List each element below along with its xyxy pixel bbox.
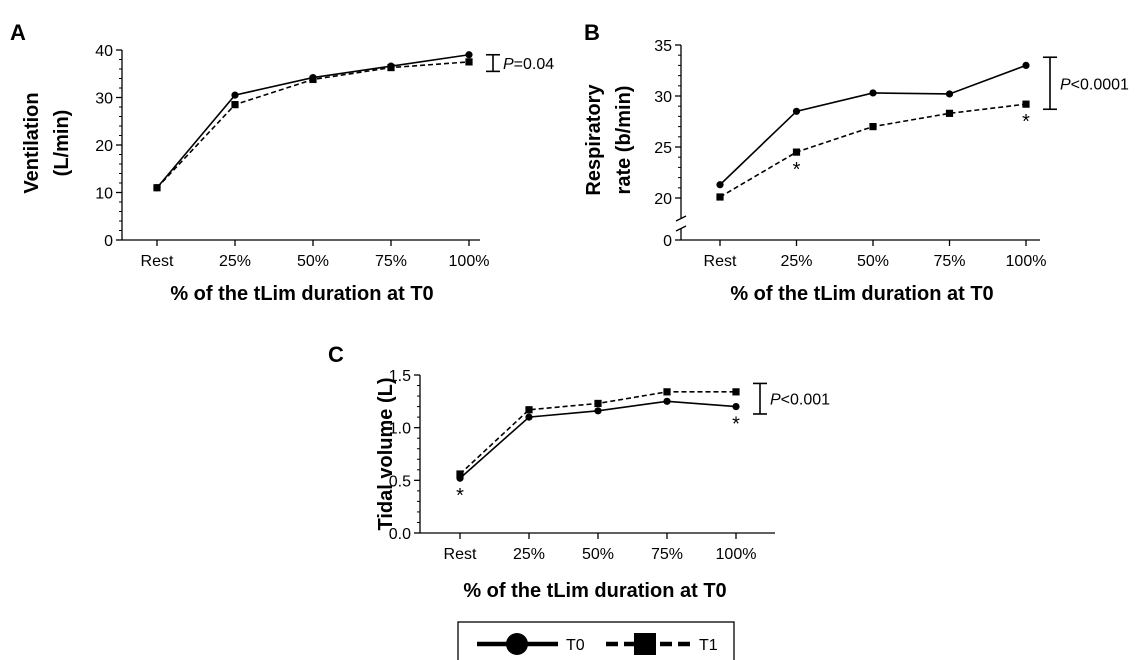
significance-star: * — [793, 159, 801, 181]
significance-star: * — [1022, 111, 1030, 133]
data-point-t1 — [456, 470, 464, 478]
significance-star: * — [456, 485, 464, 507]
x-tick-label: 100% — [449, 253, 490, 270]
x-axis-label: % of the tLim duration at T0 — [463, 580, 726, 602]
p-value: =0.04 — [514, 56, 555, 73]
data-point-t0 — [456, 474, 464, 482]
x-tick-label: Rest — [444, 546, 477, 563]
x-tick-label: Rest — [141, 253, 174, 270]
data-point-t1 — [869, 123, 877, 131]
p-symbol: P — [503, 56, 514, 73]
data-point-t0 — [663, 397, 671, 405]
data-point-t1 — [465, 58, 473, 66]
p-value: <0.001 — [781, 392, 830, 409]
data-point-t1 — [231, 101, 239, 109]
data-point-t0 — [792, 107, 801, 115]
x-tick-label: 100% — [716, 546, 757, 563]
data-point-t0 — [465, 51, 473, 59]
y-axis-label: Respiratory — [583, 84, 605, 196]
data-point-t0 — [309, 73, 317, 82]
x-tick-label: 75% — [933, 253, 965, 270]
data-point-t1 — [716, 193, 724, 201]
y-tick-label: 20 — [654, 191, 672, 208]
x-tick-label: 50% — [857, 253, 889, 270]
significance-label: P<0.0001 — [1060, 76, 1129, 93]
data-point-t0 — [525, 413, 533, 421]
y-tick-label: 1.5 — [389, 368, 411, 385]
y-axis-label: Tidal volume (L) — [375, 378, 397, 531]
y-tick-label: 30 — [95, 91, 113, 108]
data-point-t0 — [716, 181, 724, 189]
y-tick-label: 10 — [95, 186, 113, 203]
x-tick-label: 100% — [1006, 253, 1047, 270]
y-tick-label: 20 — [95, 138, 113, 155]
legend-marker-t0 — [506, 633, 528, 655]
y-axis-label: rate (b/min) — [613, 86, 635, 195]
legend-label-t0: T0 — [566, 637, 585, 654]
axis-break-mark — [675, 215, 687, 222]
p-symbol: P — [770, 392, 781, 409]
x-tick-label: 75% — [375, 253, 407, 270]
legend: T0 T1 — [457, 621, 735, 660]
y-tick-label: 0.0 — [389, 526, 411, 543]
significance-label: P<0.001 — [770, 392, 830, 409]
x-tick-label: 25% — [513, 546, 545, 563]
panel-letter: A — [10, 20, 26, 45]
data-point-t1 — [663, 388, 671, 396]
y-tick-label: 1.0 — [389, 421, 411, 438]
data-point-t1 — [594, 399, 602, 408]
x-tick-label: 25% — [219, 253, 251, 270]
y-axis-label: (L/min) — [51, 110, 73, 177]
x-tick-label: 50% — [297, 253, 329, 270]
data-point-t0 — [869, 89, 877, 97]
data-point-t0 — [231, 91, 239, 99]
panel-letter: B — [584, 20, 600, 45]
x-axis-label: % of the tLim duration at T0 — [730, 283, 993, 305]
y-tick-label: 0 — [663, 233, 672, 250]
x-tick-label: 50% — [582, 546, 614, 563]
x-tick-label: 25% — [780, 253, 812, 270]
data-point-t0 — [732, 403, 740, 411]
significance-label: P=0.04 — [503, 56, 554, 73]
data-point-t0 — [387, 62, 395, 70]
y-tick-label: 40 — [95, 43, 113, 60]
data-point-t1 — [792, 148, 801, 156]
p-value: <0.0001 — [1071, 76, 1129, 93]
series-line-t1 — [719, 103, 1027, 198]
data-point-t1 — [525, 406, 533, 414]
y-tick-label: 25 — [654, 140, 672, 157]
data-point-t0 — [945, 90, 954, 98]
legend-marker-t1 — [634, 633, 656, 655]
legend-box — [457, 621, 735, 660]
legend-label-t1: T1 — [699, 637, 718, 654]
x-tick-label: 75% — [651, 546, 683, 563]
p-symbol: P — [1060, 76, 1071, 93]
panel-letter: C — [328, 342, 344, 367]
data-point-t0 — [594, 407, 602, 415]
y-axis-label: Ventilation — [21, 92, 43, 193]
data-point-t1 — [732, 388, 740, 396]
significance-star: * — [732, 414, 740, 436]
y-tick-label: 30 — [654, 89, 672, 106]
data-point-t1 — [1022, 100, 1030, 108]
y-tick-label: 0.5 — [389, 473, 411, 490]
panel-b: B 0 20 25 30 35 Rest 25% 50% 75% 100% Respiratory ra… — [583, 20, 1129, 305]
data-point-t1 — [945, 109, 954, 117]
panel-a: A 0 10 20 30 40 Rest 25% 50% 75% 100% Ventilation (L… — [10, 20, 554, 305]
x-axis-label: % of the tLim duration at T0 — [170, 283, 433, 305]
x-tick-label: Rest — [704, 253, 737, 270]
y-tick-label: 0 — [104, 233, 113, 250]
y-tick-label: 35 — [654, 38, 672, 55]
data-point-t0 — [1022, 61, 1030, 69]
data-point-t0 — [153, 184, 161, 192]
panel-c: C 0.0 0.5 1.0 1.5 Rest 25% 50% 75% 100% Tidal volu… — [328, 342, 830, 602]
axis-break-mark — [675, 225, 687, 232]
